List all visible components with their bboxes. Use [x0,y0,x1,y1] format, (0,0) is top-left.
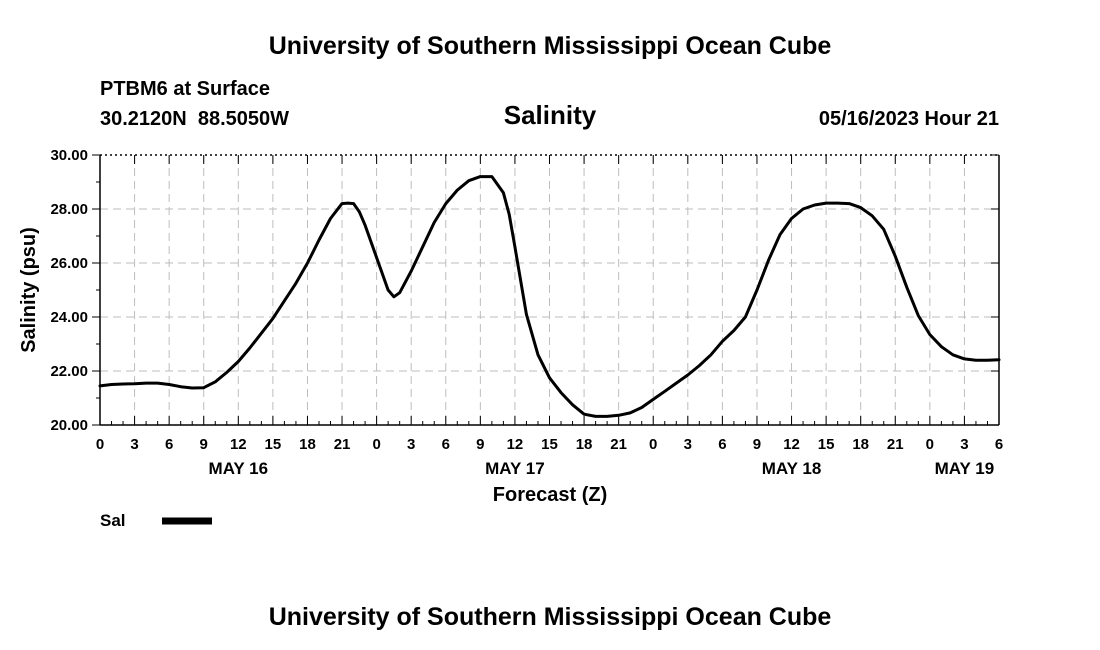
y-axis-label: Salinity (psu) [18,227,40,353]
x-axis-label: Forecast (Z) [493,484,607,506]
grid-layer [100,155,999,425]
footer-title: University of Southern Mississippi Ocean… [269,603,832,631]
series-line-sal [98,175,1001,418]
x-tick-label-1: 3 [130,436,138,453]
x-tick-label-5: 15 [265,436,282,453]
forecast-datetime: 05/16/2023 Hour 21 [819,108,999,130]
x-tick-label-21: 15 [818,436,835,453]
x-tick-label-2: 6 [165,436,173,453]
x-tick-label-8: 0 [372,436,380,453]
station-coords: 30.2120N 88.5050W [100,108,289,130]
station-label: PTBM6 at Surface [100,78,270,100]
y-tick-label-3: 26.00 [50,255,88,272]
x-tick-label-7: 21 [334,436,351,453]
x-tick-label-19: 9 [753,436,761,453]
x-tick-label-6: 18 [299,436,316,453]
x-tick-label-9: 3 [407,436,415,453]
x-tick-label-23: 21 [887,436,904,453]
x-tick-label-3: 9 [200,436,208,453]
y-tick-label-0: 20.00 [50,417,88,434]
x-tick-label-18: 6 [718,436,726,453]
x-tick-label-17: 3 [684,436,692,453]
y-tick-label-1: 22.00 [50,363,88,380]
x-tick-label-13: 15 [541,436,558,453]
x-tick-label-16: 0 [649,436,657,453]
chart-title: Salinity [504,100,597,130]
day-label-0: MAY 16 [209,459,269,478]
x-tick-label-26: 6 [995,436,1003,453]
day-label-2: MAY 18 [762,459,822,478]
series-layer [98,175,1001,418]
legend: Sal [100,511,212,530]
x-tick-label-25: 3 [960,436,968,453]
day-label-3: MAY 19 [935,459,995,478]
x-tick-label-4: 12 [230,436,247,453]
chart-header-title: University of Southern Mississippi Ocean… [269,32,832,60]
x-tick-label-24: 0 [926,436,934,453]
y-tick-label-2: 24.00 [50,309,88,326]
x-tick-label-14: 18 [576,436,593,453]
day-label-1: MAY 17 [485,459,545,478]
axis-layer [92,154,1000,426]
x-tick-label-20: 12 [783,436,800,453]
x-tick-label-15: 21 [610,436,627,453]
x-tick-label-10: 6 [442,436,450,453]
tick-labels: 0 3 6 9 12 15 18 21 0 3 6 9 12 15 18 21 0 3 6 9 12 15 18 21 0 3 6 2… [50,147,1003,478]
x-tick-label-22: 18 [852,436,869,453]
legend-label-sal: Sal [100,511,126,530]
x-tick-label-12: 12 [507,436,524,453]
x-tick-label-11: 9 [476,436,484,453]
y-tick-label-4: 28.00 [50,201,88,218]
x-tick-label-0: 0 [96,436,104,453]
y-tick-label-5: 30.00 [50,147,88,164]
